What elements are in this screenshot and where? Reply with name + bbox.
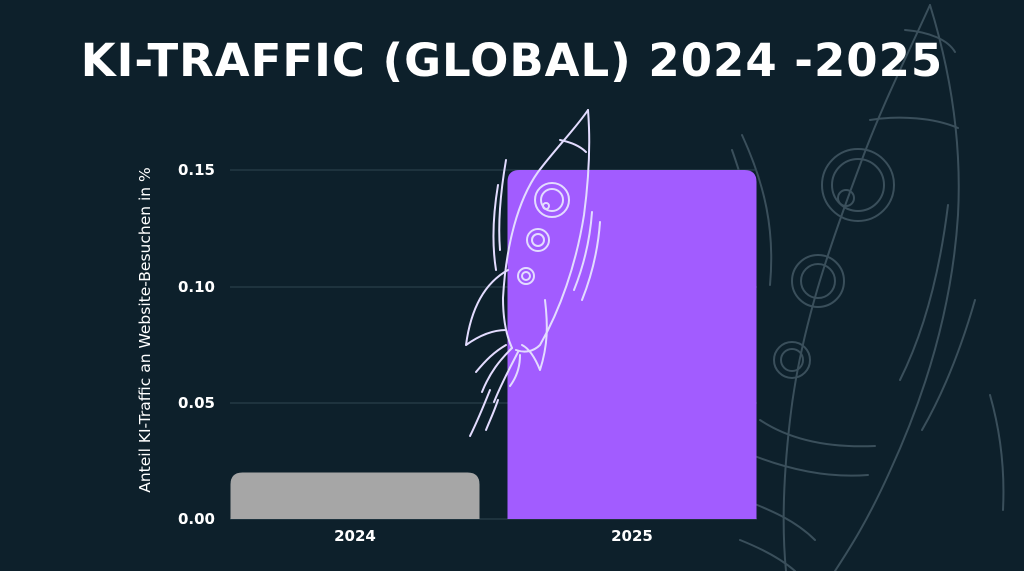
bar-2025 xyxy=(507,170,757,519)
rocket-icon xyxy=(465,109,601,437)
background-rocket-icon xyxy=(731,4,1005,571)
y-tick-labels: 0.00 0.05 0.10 0.15 xyxy=(178,161,215,528)
y-tick-label: 0.10 xyxy=(178,278,215,296)
chart-title: KI-TRAFFIC (GLOBAL) 2024 -2025 xyxy=(80,34,944,87)
bars xyxy=(230,170,757,519)
y-tick-label: 0.00 xyxy=(178,510,215,528)
x-tick-label: 2024 xyxy=(334,527,376,545)
x-tick-label: 2025 xyxy=(611,527,653,545)
y-axis-title: Anteil KI-Traffic an Website-Besuchen in… xyxy=(136,167,154,493)
x-tick-labels: 2024 2025 xyxy=(334,527,653,545)
bar-2024 xyxy=(230,472,480,519)
y-tick-label: 0.15 xyxy=(178,161,215,179)
y-tick-label: 0.05 xyxy=(178,394,215,412)
